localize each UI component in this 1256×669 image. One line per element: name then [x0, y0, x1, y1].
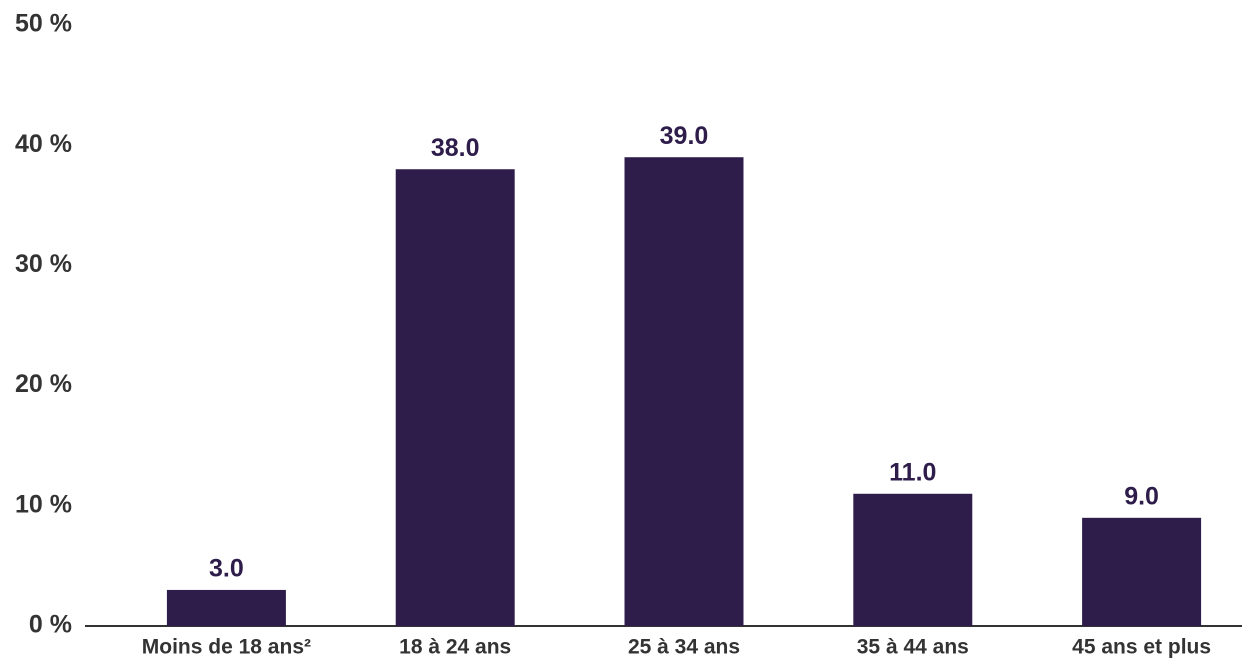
bar: [624, 157, 744, 626]
y-tick-label: 10 %: [15, 490, 72, 518]
x-tick-label: 25 à 34 ans: [628, 636, 740, 659]
value-label: 39.0: [660, 122, 709, 150]
x-tick-label: 35 à 44 ans: [857, 636, 969, 659]
bar: [395, 169, 515, 627]
x-tick-label: 45 ans et plus: [1072, 636, 1211, 659]
value-label: 11.0: [889, 458, 936, 486]
y-tick-label: 40 %: [15, 130, 72, 158]
bar: [1082, 517, 1202, 626]
y-tick-label: 0 %: [29, 611, 72, 639]
value-label: 38.0: [431, 134, 480, 162]
y-tick-label: 20 %: [15, 370, 72, 398]
x-tick-label: Moins de 18 ans²: [142, 636, 311, 659]
y-tick-label: 30 %: [15, 250, 72, 278]
value-label: 3.0: [209, 555, 244, 583]
value-label: 9.0: [1124, 482, 1159, 510]
bar: [166, 589, 286, 626]
y-tick-label: 50 %: [15, 10, 72, 38]
x-tick-label: 18 à 24 ans: [399, 636, 511, 659]
bar: [853, 493, 973, 626]
